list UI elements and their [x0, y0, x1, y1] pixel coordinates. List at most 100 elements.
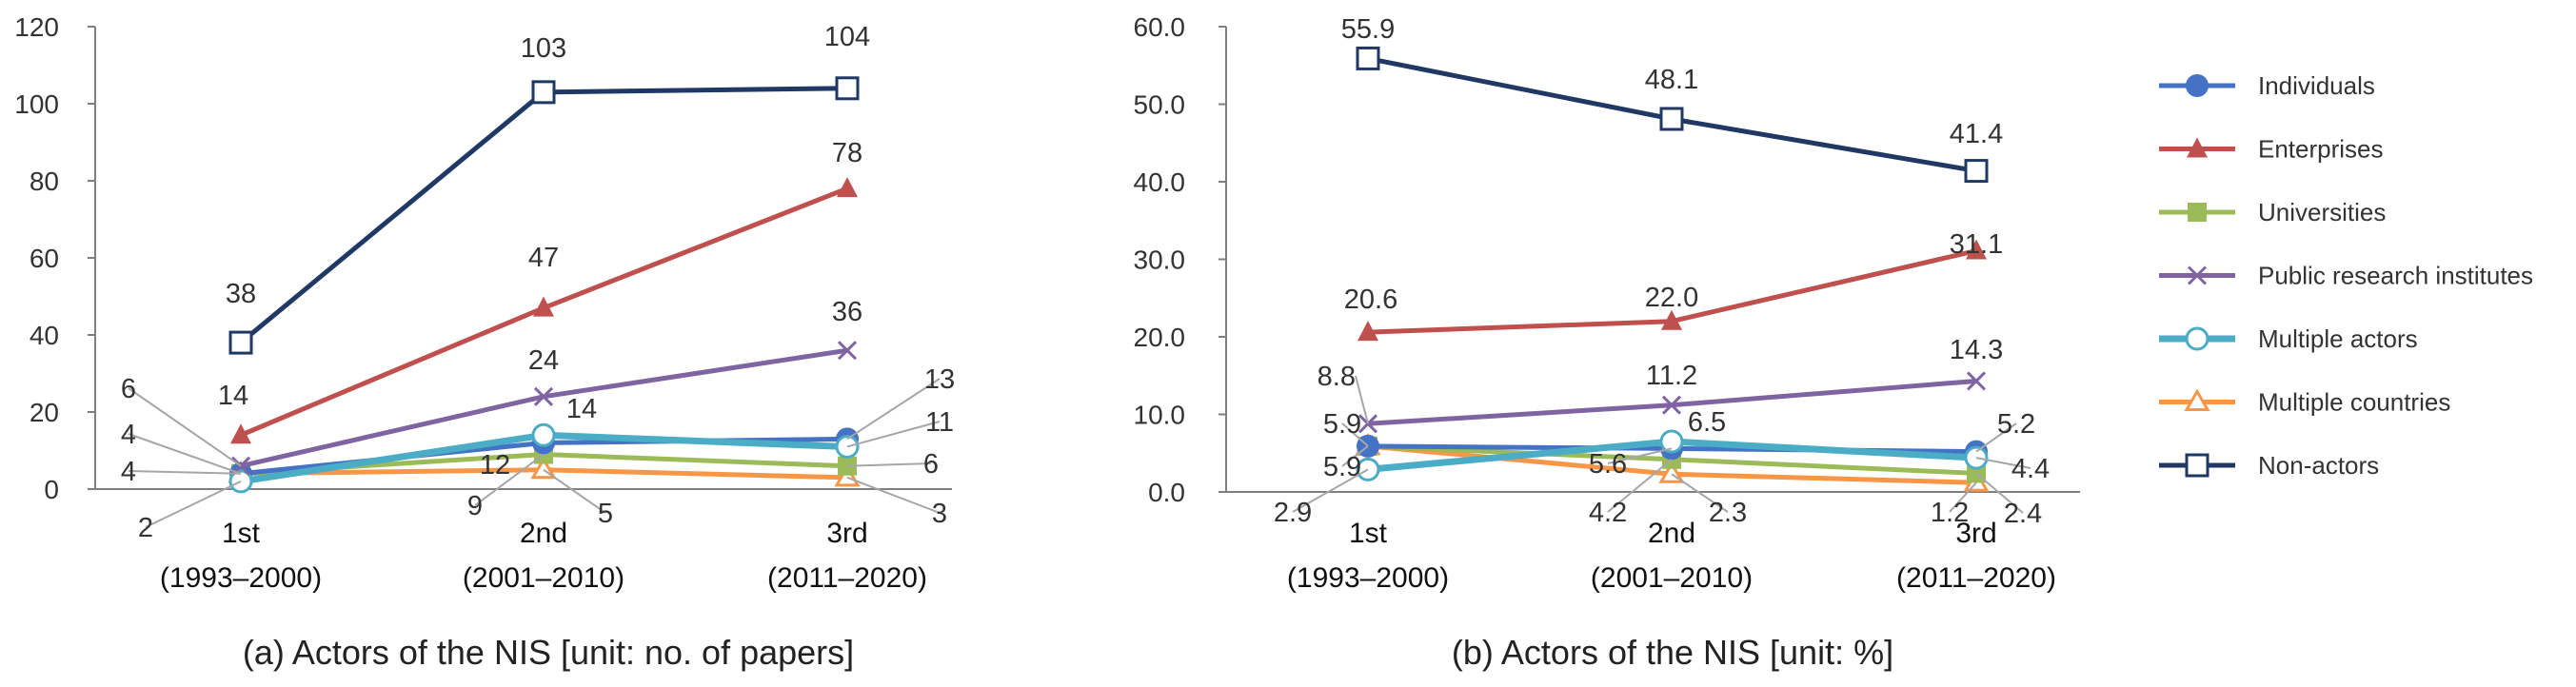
data-label-non-actors: 103	[521, 33, 566, 64]
y-tick-label: 60.0	[1134, 12, 1186, 42]
y-tick-label: 40	[30, 321, 59, 350]
data-label-individuals: 5.6	[1589, 449, 1627, 480]
leader-line	[1949, 481, 1977, 513]
point-non-actors	[531, 80, 556, 105]
legend: Individuals Enterprises Universities Public…	[2159, 71, 2533, 480]
category-sublabel: (2001–2010)	[463, 562, 624, 594]
y-tick-label: 40.0	[1134, 167, 1186, 197]
point-public-research-institutes-shape	[1661, 395, 1682, 415]
point-enterprises	[1966, 239, 1987, 260]
leader-line	[128, 387, 242, 467]
point-enterprises	[1357, 321, 1378, 342]
category-label: 3rd	[1955, 518, 1996, 549]
data-label-universities: 5.9	[1323, 452, 1361, 482]
legend-marker	[2188, 203, 2207, 222]
data-label-public-research-institutes: 24	[528, 345, 559, 376]
legend-marker-shape	[2187, 137, 2208, 158]
point-public-research-institutes-shape	[533, 386, 554, 406]
data-label-multiple-countries: 1.2	[1931, 498, 1969, 528]
point-non-actors-shape	[531, 80, 556, 105]
leader-line	[128, 433, 242, 475]
point-non-actors	[835, 76, 860, 101]
point-non-actors	[1964, 159, 1989, 184]
legend-marker-shape	[2185, 326, 2209, 351]
point-enterprises-shape	[837, 177, 858, 198]
data-label-multiple-actors: 2.9	[1274, 498, 1312, 528]
data-label-individuals: 13	[924, 364, 955, 395]
chart-caption: (a) Actors of the NIS [unit: no. of pape…	[243, 633, 854, 672]
legend-marker	[2184, 388, 2210, 411]
data-label-enterprises: 78	[832, 138, 862, 168]
leader-line	[128, 470, 242, 475]
y-tick-label: 100	[14, 89, 59, 119]
category-sublabel: (1993–2000)	[1287, 562, 1449, 594]
data-label-non-actors: 55.9	[1341, 14, 1395, 45]
category-label: 2nd	[1648, 518, 1695, 549]
point-enterprises-shape	[1357, 321, 1378, 342]
leader-line	[1975, 457, 2031, 469]
data-label-enterprises: 22.0	[1645, 283, 1698, 313]
point-public-research-institutes	[837, 341, 858, 361]
leader-line	[1355, 375, 1369, 424]
leader-line	[846, 462, 932, 467]
legend-label: Multiple actors	[2258, 324, 2418, 353]
data-label-universities: 4	[121, 457, 136, 487]
legend-item-universities: Universities	[2159, 198, 2386, 226]
data-label-individuals: 12	[480, 450, 510, 481]
data-label-public-research-institutes: 6	[121, 374, 136, 404]
chart-caption: (b) Actors of the NIS [unit: %]	[1452, 633, 1893, 672]
legend-marker	[2185, 326, 2209, 351]
leader-line	[474, 453, 545, 506]
leader-line	[846, 476, 941, 514]
data-label-individuals: 5.9	[1323, 409, 1361, 440]
leader-line	[1671, 473, 1729, 513]
data-label-universities: 9	[467, 491, 483, 521]
leader-line	[846, 378, 941, 441]
leader-line	[1341, 422, 1369, 447]
data-label-individuals: 5.2	[1997, 409, 2035, 440]
y-tick-label: 0	[44, 475, 59, 504]
data-label-multiple-actors: 2	[138, 513, 153, 543]
point-multiple-actors	[531, 422, 556, 447]
point-public-research-institutes	[1661, 395, 1682, 415]
legend-item-non-actors: Non-actors	[2159, 451, 2379, 480]
category-label: 3rd	[826, 518, 867, 549]
point-enterprises	[230, 423, 251, 444]
legend-item-multiple-actors: Multiple actors	[2159, 324, 2418, 353]
point-multiple-actors-shape	[1659, 429, 1684, 454]
point-enterprises-shape	[230, 423, 251, 444]
data-label-public-research-institutes: 8.8	[1318, 362, 1356, 392]
legend-marker	[2187, 265, 2208, 285]
data-label-universities: 2.4	[2004, 499, 2042, 529]
y-tick-label: 50.0	[1134, 90, 1186, 120]
data-label-multiple-actors: 11	[925, 407, 954, 438]
data-label-multiple-actors: 6.5	[1688, 407, 1726, 438]
category-sublabel: (1993–2000)	[160, 562, 322, 594]
data-label-non-actors: 48.1	[1645, 65, 1698, 95]
y-tick-label: 60	[30, 244, 59, 273]
legend-marker	[2186, 74, 2209, 97]
legend-item-public-research-institutes: Public research institutes	[2159, 262, 2533, 290]
data-label-individuals: 4	[121, 420, 136, 450]
category-label: 2nd	[520, 518, 567, 549]
legend-label: Universities	[2258, 198, 2386, 226]
chart-b-panel: 0.0 10.0 20.0 30.0 40.0 50.0 60.0 1st (1993–2000…	[1134, 12, 2080, 672]
point-enterprises-shape	[1966, 239, 1987, 260]
legend-label: Enterprises	[2258, 135, 2384, 164]
leader-line	[543, 468, 606, 514]
point-public-research-institutes	[1966, 371, 1987, 391]
data-label-universities: 4.2	[1589, 498, 1627, 528]
data-label-enterprises: 20.6	[1344, 285, 1397, 315]
legend-marker-shape	[2186, 74, 2209, 97]
point-non-actors	[228, 330, 253, 355]
point-enterprises-shape	[533, 296, 554, 317]
leader-line	[1607, 447, 1673, 464]
category-sublabel: (2011–2020)	[1896, 562, 2056, 594]
category-label: 1st	[1349, 518, 1388, 549]
leader-line	[1341, 445, 1369, 467]
data-label-universities: 6	[923, 449, 939, 480]
point-non-actors-shape	[1356, 46, 1380, 70]
point-multiple-actors	[1659, 429, 1684, 454]
legend-marker-shape	[2188, 203, 2207, 222]
category-label: 1st	[222, 518, 261, 549]
